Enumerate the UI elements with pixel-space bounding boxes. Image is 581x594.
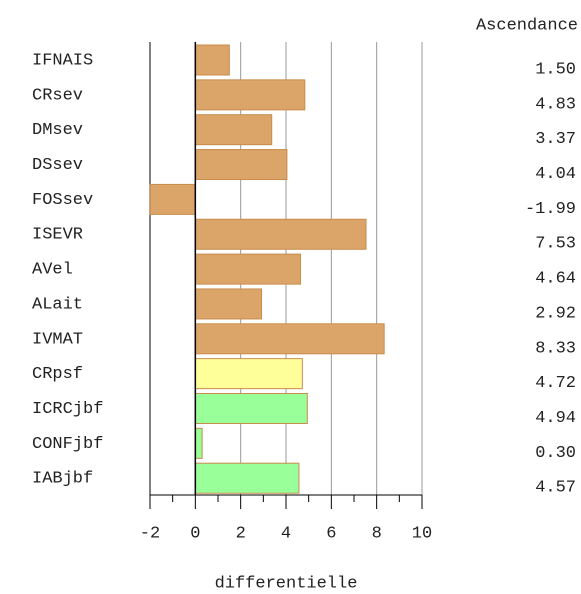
y-tick-label: IABjbf [32,470,93,489]
y-tick-label: ISEVR [32,226,83,245]
value-label: 4.64 [535,270,576,289]
x-axis-label: differentielle [215,574,358,593]
bar [194,462,300,494]
value-label: 7.53 [535,235,576,254]
bar [194,393,308,424]
x-tick-label: 8 [372,524,382,543]
bar [194,79,306,111]
value-label: 8.33 [535,339,576,358]
bar [194,114,273,146]
y-tick-label: IVMAT [32,330,83,349]
value-label: 0.30 [535,444,576,463]
bar [149,183,196,215]
y-tick-label: CONFjbf [32,435,103,454]
y-tick-label: DSsev [32,156,83,175]
y-tick-label: ICRCjbf [32,400,103,419]
value-label: 4.04 [535,165,576,184]
bar [194,288,263,320]
x-tick-label: 2 [236,524,246,543]
x-tick-label: 0 [190,524,200,543]
y-tick-label: DMsev [32,121,83,140]
bar [194,323,385,355]
x-tick-label: -2 [140,524,160,543]
value-label: 4.83 [535,95,576,114]
chart-title: Ascendance [476,16,578,35]
x-tick-label: 6 [326,524,336,543]
value-label: 4.94 [535,409,576,428]
bar [194,427,203,459]
bar [194,218,367,250]
bar [194,253,302,285]
y-tick-label: FOSsev [32,191,93,210]
y-tick-label: AVel [32,261,73,280]
value-label: 1.50 [535,60,576,79]
value-label: -1.99 [525,200,576,219]
y-tick-label: ALait [32,295,83,314]
y-tick-label: CRsev [32,86,83,105]
x-tick-label: 4 [281,524,291,543]
value-label: 2.92 [535,304,576,323]
bar [194,44,230,76]
x-tick-label: 10 [412,524,432,543]
y-tick-label: IFNAIS [32,51,93,70]
value-label: 3.37 [535,130,576,149]
value-label: 4.57 [535,479,576,498]
bar [194,358,303,390]
y-tick-label: CRpsf [32,365,83,384]
bar [194,149,288,181]
value-label: 4.72 [535,374,576,393]
